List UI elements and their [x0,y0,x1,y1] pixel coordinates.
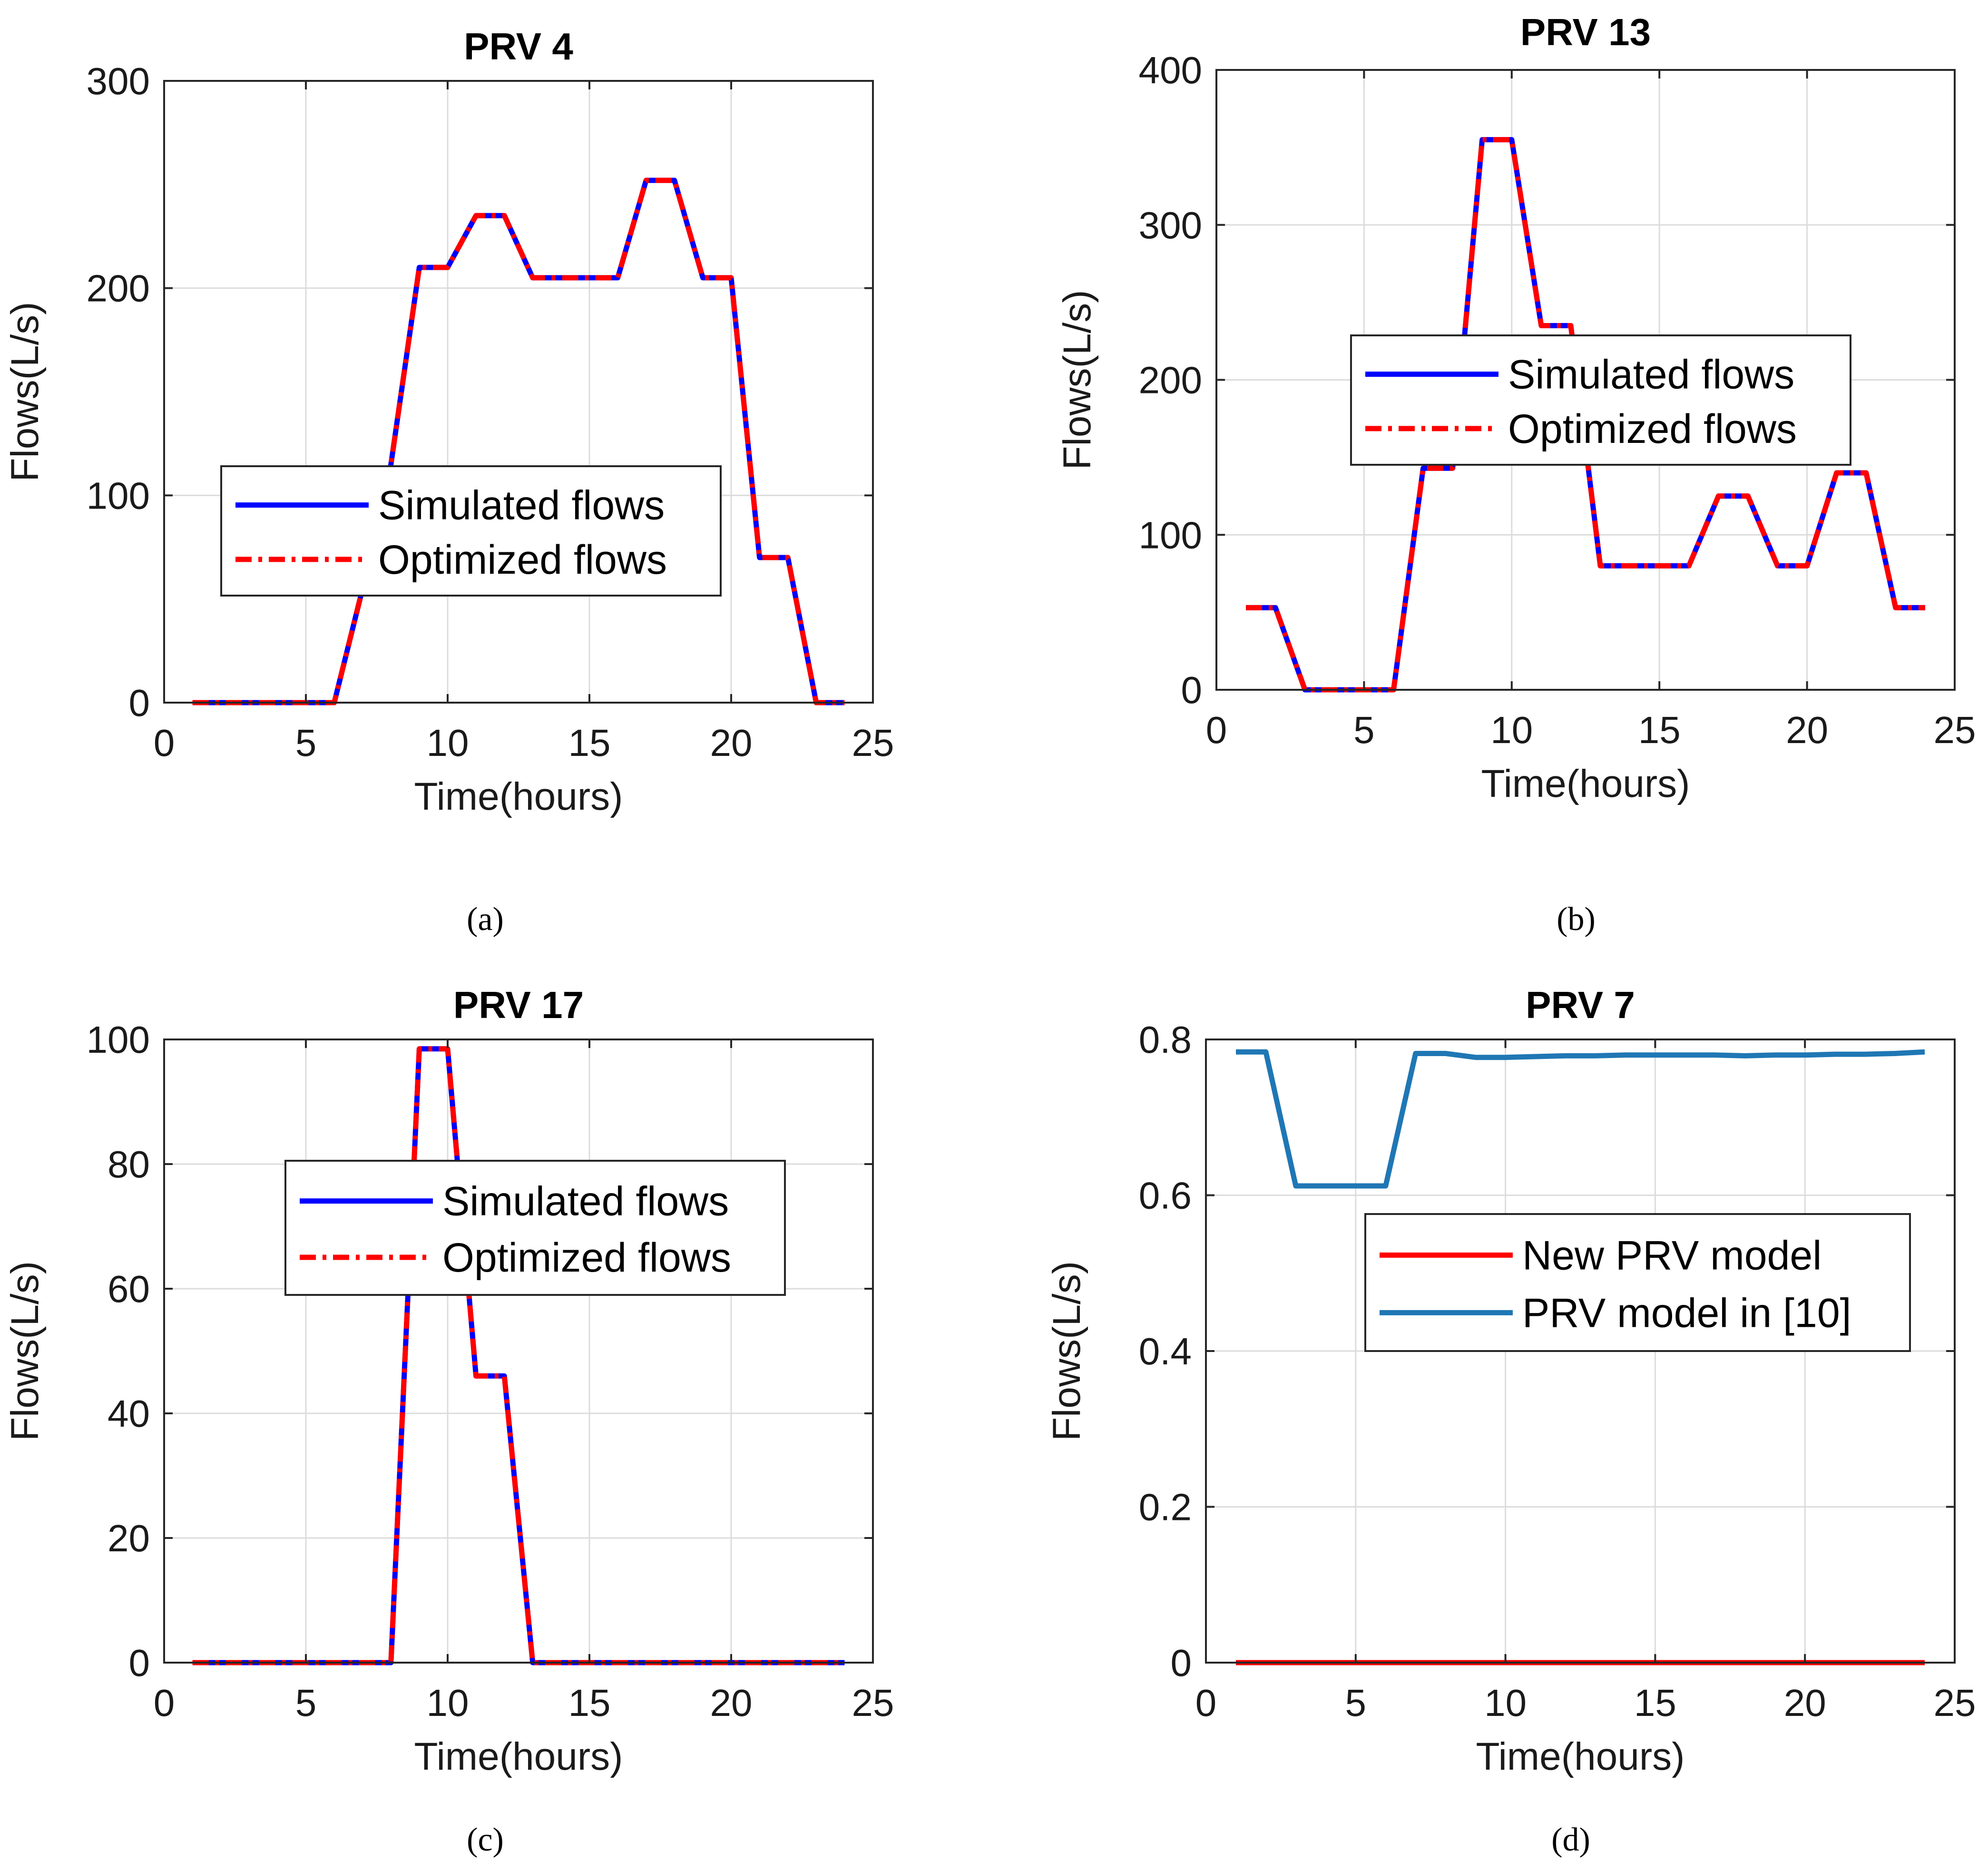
x-tick-label: 10 [1490,709,1533,751]
chart-title: PRV 4 [464,25,573,68]
legend-label-1: New PRV model [1522,1233,1822,1278]
y-tick-label: 0.2 [1139,1486,1192,1528]
x-tick-label: 10 [427,722,469,764]
x-tick-label: 5 [1345,1682,1367,1724]
y-tick-label: 0 [129,682,150,724]
chart-panel-d: 0 5 10 15 20 25 0 0.2 0.4 0.6 0.8 PRV 7 Time(hours) F… [1045,984,1976,1858]
legend-label-2: Optimized flows [378,537,667,583]
panel-caption: (c) [467,1822,504,1858]
y-tick-label: 60 [108,1268,150,1310]
y-tick-label: 40 [108,1392,150,1435]
legend-box [220,465,722,597]
y-tick-label: 100 [87,1019,150,1061]
y-tick-label: 80 [108,1143,150,1185]
chart-panel-c: 0 5 10 15 20 25 0 20 40 60 80 100 PRV 17 Time(hours) F… [3,984,894,1858]
y-tick-label: 0 [1181,669,1203,711]
y-axis-label: Flows(L/s) [1056,290,1099,470]
x-tick-label: 0 [1206,709,1227,751]
x-tick-label: 15 [568,722,611,764]
y-tick-label: 100 [87,474,150,517]
y-tick-label: 0.6 [1139,1175,1192,1217]
chart-title: PRV 13 [1520,11,1651,53]
x-tick-label: 5 [295,722,317,764]
x-tick-label: 10 [427,1682,469,1724]
legend-label-2: Optimized flows [442,1235,731,1281]
x-tick-label: 25 [852,1682,894,1724]
panel-caption: (a) [467,901,504,938]
series-line-2 [1236,1049,1925,1189]
x-tick-label: 10 [1484,1682,1527,1724]
x-axis-label: Time(hours) [414,1735,623,1778]
y-tick-label: 100 [1139,514,1202,556]
y-axis-label: Flows(L/s) [3,302,47,481]
legend-label-1: Simulated flows [1508,352,1794,398]
y-tick-label: 200 [87,267,150,310]
legend-label-1: Simulated flows [378,483,665,529]
legend: New PRV model PRV model in [10] [1364,1213,1911,1352]
chart-panel-b: 0 5 10 15 20 25 0 100 200 300 400 PRV 13 Time(hours)… [1056,11,1976,938]
x-axis-label: Time(hours) [1476,1735,1685,1778]
x-axis-label: Time(hours) [1481,762,1690,805]
y-tick-label: 0 [129,1642,150,1684]
x-tick-label: 25 [1934,709,1976,751]
x-tick-label: 5 [295,1682,317,1724]
legend: Simulated flows Optimized flows [1350,334,1851,466]
x-tick-label: 0 [1195,1682,1217,1724]
x-tick-label: 0 [154,1682,175,1724]
legend-label-2: Optimized flows [1508,406,1797,452]
legend-box [284,1160,786,1296]
legend-box [1350,334,1851,466]
x-tick-label: 5 [1353,709,1375,751]
y-tick-label: 20 [108,1517,150,1559]
y-tick-label: 0.4 [1139,1330,1192,1372]
x-tick-label: 15 [1634,1682,1676,1724]
legend-box [1364,1213,1911,1352]
axes-box [163,1038,874,1664]
x-tick-label: 15 [1638,709,1681,751]
legend-label-2: PRV model in [10] [1522,1290,1851,1336]
y-axis-label: Flows(L/s) [3,1261,47,1441]
plot-area [164,81,873,703]
x-tick-label: 20 [1784,1682,1826,1724]
y-tick-label: 0.8 [1139,1019,1192,1061]
x-tick-label: 0 [154,722,175,764]
y-tick-label: 0 [1171,1642,1192,1684]
plot-area [164,1039,873,1663]
chart-title: PRV 7 [1526,984,1635,1026]
legend: Simulated flows Optimized flows [220,465,722,597]
panel-caption: (b) [1557,901,1596,938]
x-tick-label: 15 [568,1682,611,1724]
legend-label-1: Simulated flows [442,1179,729,1224]
legend: Simulated flows Optimized flows [284,1160,786,1296]
y-tick-label: 300 [1139,204,1202,246]
y-tick-label: 300 [87,60,150,102]
x-axis-label: Time(hours) [414,775,623,818]
x-tick-label: 20 [710,722,753,764]
axes-box [163,80,874,704]
y-tick-label: 400 [1139,49,1202,91]
x-tick-label: 20 [1786,709,1828,751]
panel-caption: (d) [1551,1822,1590,1858]
chart-panel-a: 0 5 10 15 20 25 0 100 200 300 PRV 4 Time(hours) Flow… [3,25,894,938]
y-tick-label: 200 [1139,359,1202,402]
x-tick-label: 25 [852,722,894,764]
x-tick-label: 20 [710,1682,753,1724]
y-axis-label: Flows(L/s) [1045,1261,1088,1441]
chart-title: PRV 17 [453,984,584,1026]
x-tick-label: 25 [1934,1682,1976,1724]
